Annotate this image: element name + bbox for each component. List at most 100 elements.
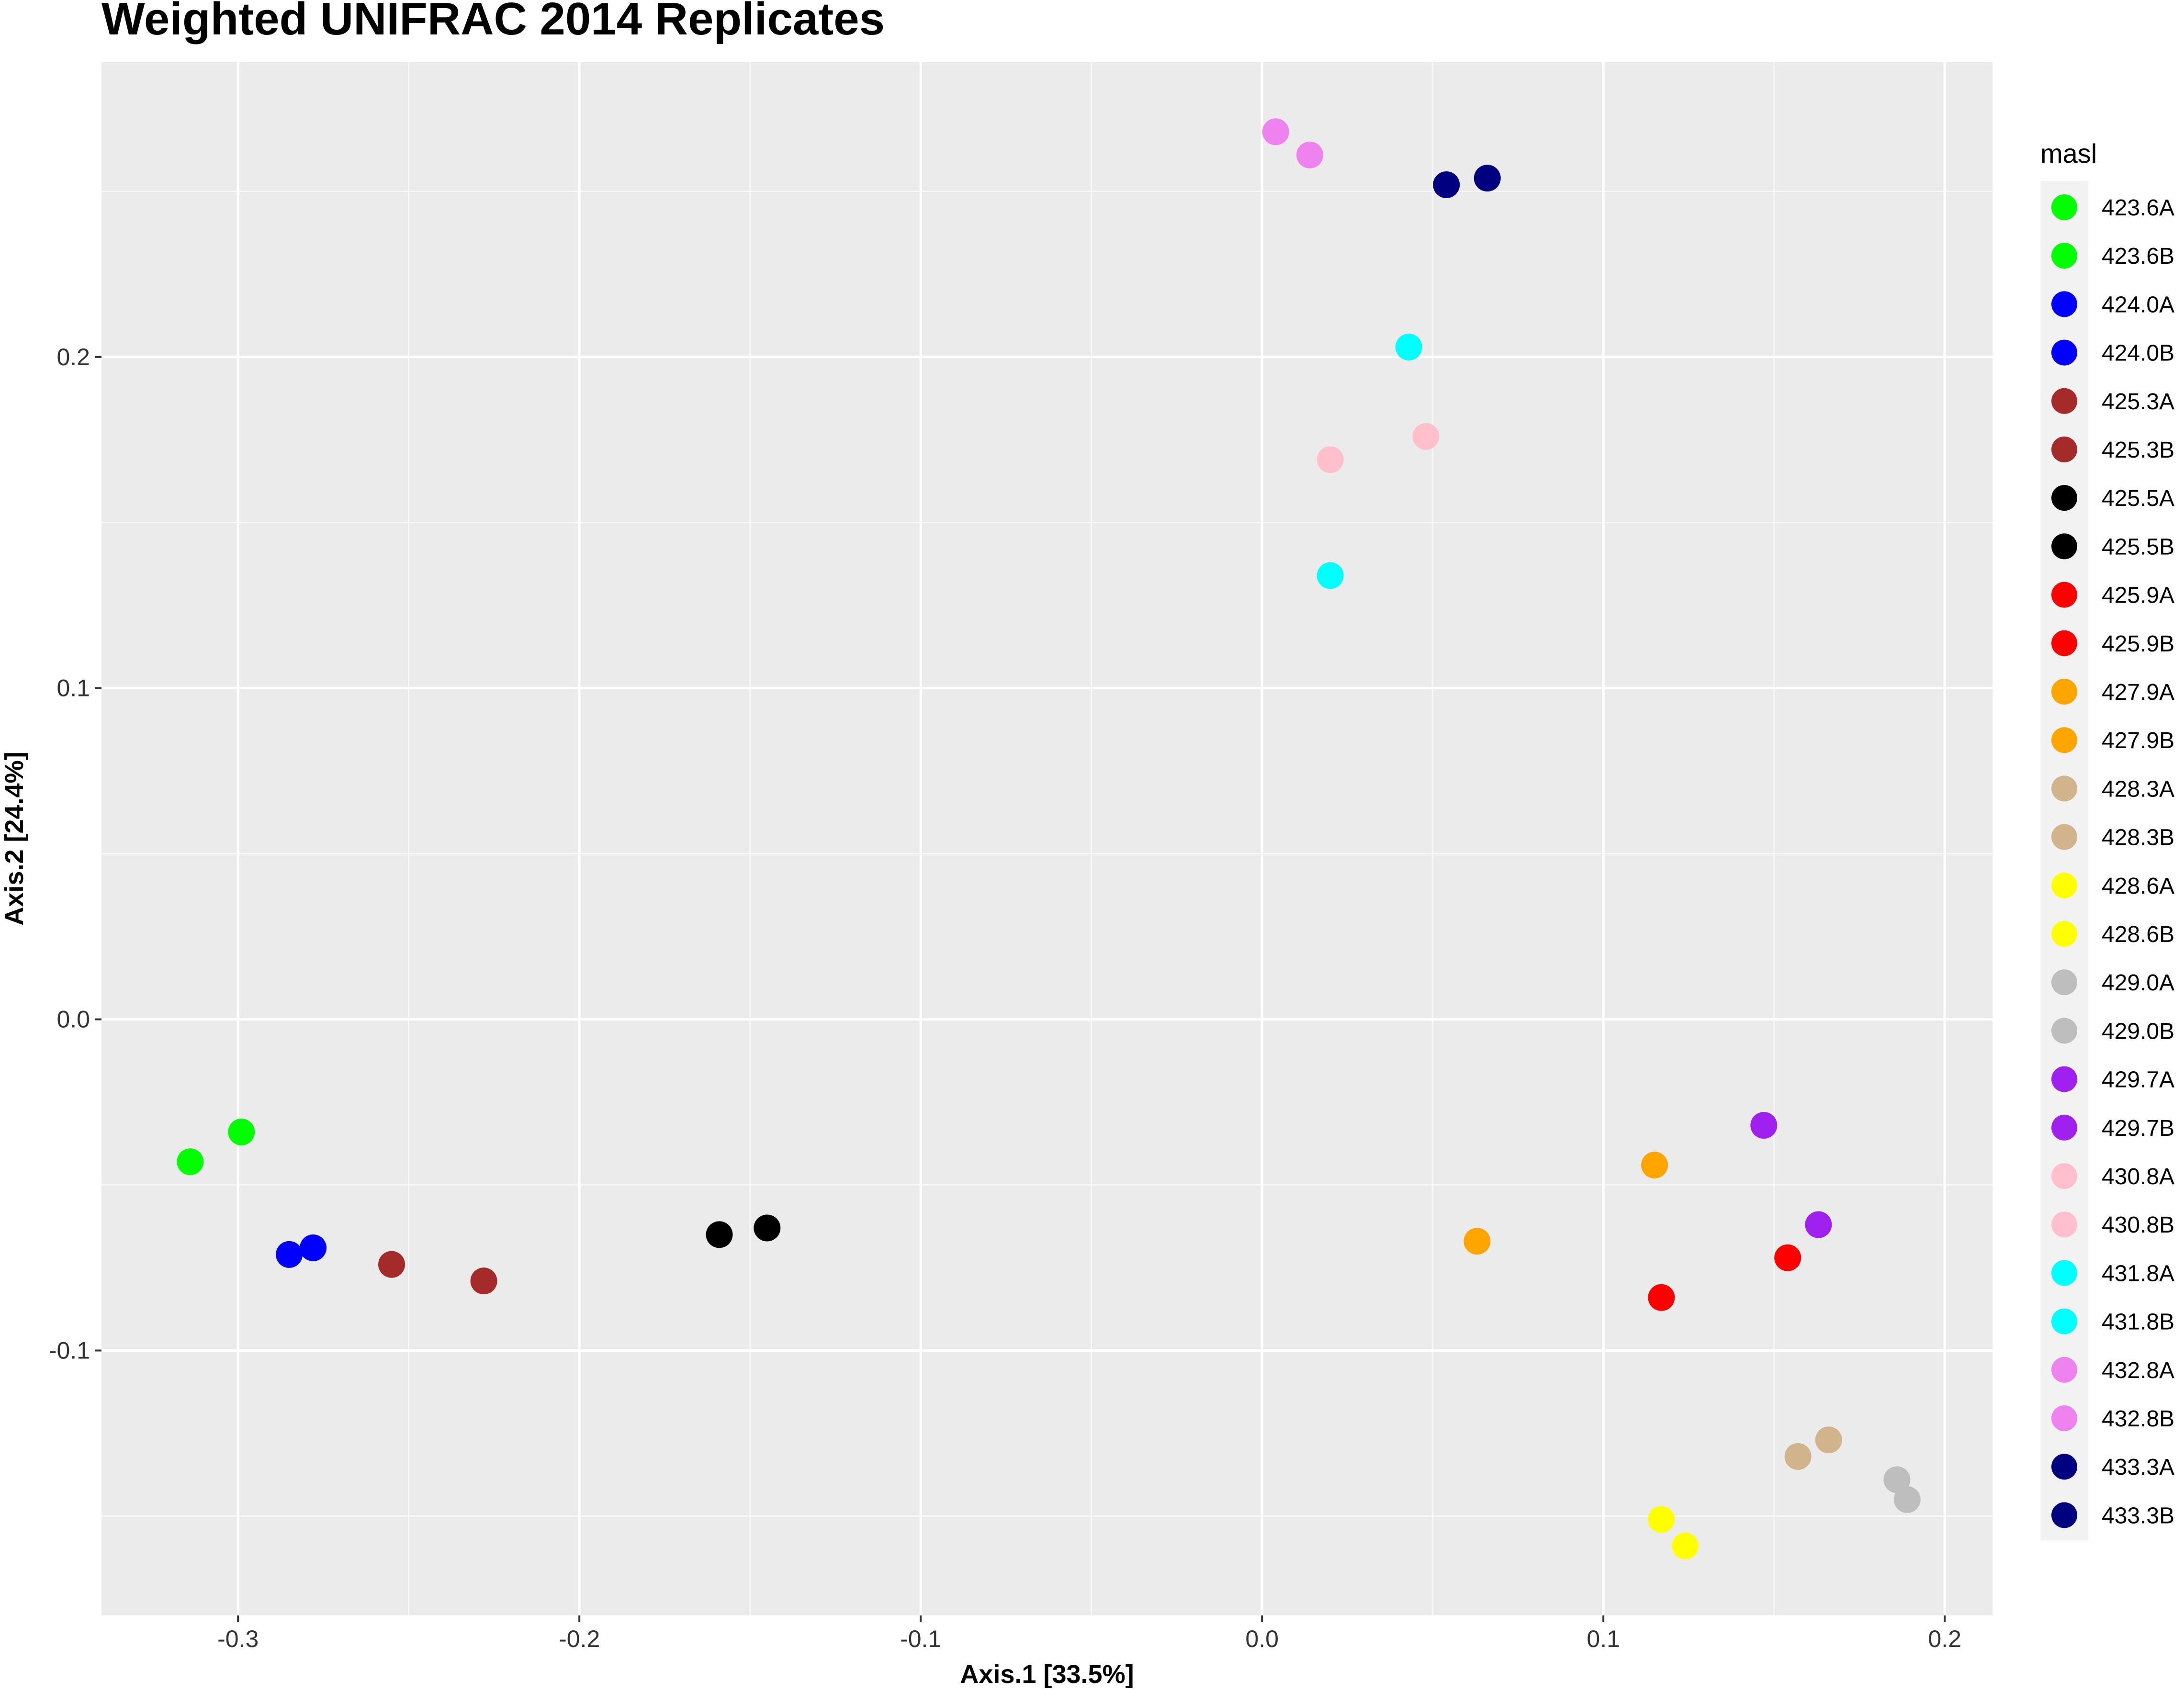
- y-axis-title: Axis.2 [24.4%]: [0, 751, 29, 925]
- x-axis-title: Axis.1 [33.5%]: [960, 1660, 1134, 1689]
- legend-key: [2051, 339, 2077, 366]
- legend-key: [2051, 1066, 2077, 1092]
- legend-label: 429.7B: [2102, 1116, 2174, 1141]
- legend-label: 423.6B: [2102, 244, 2174, 269]
- data-point: [1784, 1443, 1812, 1470]
- legend-key: [2051, 1502, 2077, 1528]
- legend-label: 428.3A: [2102, 776, 2174, 802]
- x-tick-label: -0.3: [217, 1626, 259, 1652]
- legend-key: [2051, 775, 2077, 802]
- data-point: [1774, 1244, 1801, 1271]
- legend-label: 425.9A: [2102, 583, 2174, 608]
- y-tick-label: 0.2: [56, 344, 90, 370]
- y-tick-label: -0.1: [49, 1337, 90, 1364]
- legend-label: 428.6A: [2102, 874, 2174, 899]
- data-points: [177, 118, 1921, 1559]
- legend-key: [2051, 1018, 2077, 1044]
- legend: masl 423.6A 423.6B 424.0A 424.0B 425.3A 425.3…: [2040, 138, 2174, 1540]
- x-tick-label: -0.1: [900, 1626, 941, 1652]
- legend-label: 425.3B: [2102, 437, 2174, 463]
- x-tick-label: 0.0: [1245, 1626, 1279, 1652]
- legend-label: 431.8B: [2102, 1310, 2174, 1335]
- legend-key: [2051, 388, 2077, 414]
- legend-key-background: [2040, 181, 2088, 1540]
- legend-key: [2051, 533, 2077, 560]
- grid-major: [101, 62, 1993, 1615]
- data-point: [1648, 1506, 1675, 1533]
- legend-key: [2051, 485, 2077, 511]
- data-point: [1648, 1284, 1675, 1311]
- legend-key: [2051, 1405, 2077, 1431]
- legend-label: 428.6B: [2102, 922, 2174, 947]
- data-point: [177, 1148, 204, 1176]
- data-point: [300, 1234, 327, 1261]
- legend-label: 429.0A: [2102, 970, 2174, 996]
- legend-key: [2051, 1454, 2077, 1480]
- legend-label: 424.0A: [2102, 292, 2174, 317]
- data-point: [754, 1214, 781, 1242]
- data-point: [1296, 141, 1324, 168]
- legend-key: [2051, 1308, 2077, 1334]
- legend-key: [2051, 1357, 2077, 1383]
- data-point: [1395, 334, 1422, 361]
- data-point: [470, 1267, 497, 1295]
- legend-label: 431.8A: [2102, 1261, 2174, 1286]
- data-point: [1474, 165, 1501, 192]
- legend-key: [2051, 582, 2077, 608]
- legend-key: [2051, 194, 2077, 220]
- legend-label: 433.3A: [2102, 1455, 2174, 1480]
- grid-minor: [101, 62, 1993, 1615]
- legend-key: [2051, 1211, 2077, 1238]
- y-tick-label: 0.0: [56, 1006, 90, 1033]
- legend-label: 432.8B: [2102, 1406, 2174, 1432]
- legend-label: 425.5B: [2102, 534, 2174, 560]
- legend-key: [2051, 630, 2077, 656]
- data-point: [1433, 171, 1460, 199]
- data-point: [378, 1251, 405, 1278]
- chart-title: Weighted UNIFRAC 2014 Replicates: [101, 0, 885, 45]
- data-point: [1805, 1211, 1832, 1238]
- legend-key: [2051, 727, 2077, 753]
- x-tick-label: 0.1: [1587, 1626, 1620, 1652]
- legend-label: 433.3B: [2102, 1503, 2174, 1528]
- legend-title: masl: [2040, 138, 2097, 168]
- data-point: [706, 1221, 733, 1248]
- legend-key: [2051, 243, 2077, 269]
- legend-key: [2051, 921, 2077, 947]
- legend-label: 424.0B: [2102, 341, 2174, 366]
- legend-key: [2051, 679, 2077, 705]
- data-point: [1883, 1466, 1911, 1493]
- legend-key: [2051, 1114, 2077, 1141]
- data-point: [228, 1118, 255, 1145]
- legend-key: [2051, 824, 2077, 850]
- x-tick-label: -0.2: [559, 1626, 600, 1652]
- data-point: [1412, 423, 1440, 450]
- legend-key: [2051, 872, 2077, 898]
- legend-key: [2051, 1163, 2077, 1189]
- data-point: [1317, 562, 1344, 589]
- plot-panel: [101, 62, 1993, 1615]
- data-point: [1317, 446, 1344, 473]
- legend-label: 430.8B: [2102, 1212, 2174, 1238]
- data-point: [1815, 1426, 1842, 1454]
- axis-ticks: -0.3 -0.2 -0.1 0.0 0.1 0.2 -0.1 0.0 0.1 0.2: [49, 344, 1961, 1652]
- legend-key: [2051, 1260, 2077, 1286]
- legend-label: 430.8A: [2102, 1164, 2174, 1189]
- legend-label: 427.9B: [2102, 728, 2174, 753]
- legend-label: 429.7A: [2102, 1067, 2174, 1093]
- legend-key: [2051, 437, 2077, 462]
- data-point: [1641, 1152, 1668, 1179]
- legend-label: 429.0B: [2102, 1019, 2174, 1044]
- legend-label: 425.9B: [2102, 631, 2174, 657]
- y-tick-label: 0.1: [56, 675, 90, 702]
- legend-label: 423.6A: [2102, 195, 2174, 221]
- legend-label: 425.3A: [2102, 389, 2174, 415]
- data-point: [276, 1241, 303, 1268]
- data-point: [1262, 118, 1289, 146]
- data-point: [1750, 1111, 1778, 1139]
- legend-key: [2051, 969, 2077, 996]
- legend-label: 432.8A: [2102, 1358, 2174, 1383]
- legend-label: 428.3B: [2102, 825, 2174, 851]
- data-point: [1893, 1486, 1921, 1513]
